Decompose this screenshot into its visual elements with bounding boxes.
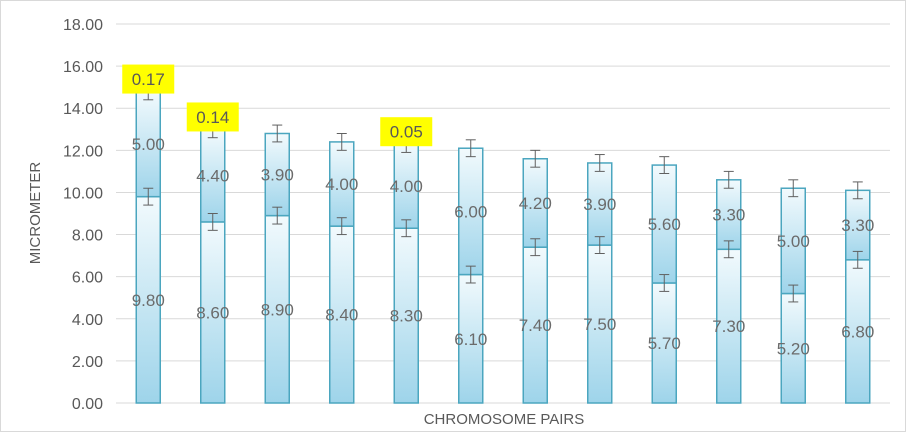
data-label-upper: 5.00 [132, 135, 165, 154]
y-tick-label: 18.00 [63, 17, 103, 34]
data-label-lower: 9.80 [132, 291, 165, 310]
y-tick-label: 16.00 [63, 59, 103, 76]
data-label-lower: 6.10 [454, 330, 487, 349]
data-label-upper: 6.00 [454, 202, 487, 221]
highlight-box [380, 117, 433, 147]
y-tick-label: 12.00 [63, 143, 103, 160]
bar-segment-lower [329, 225, 355, 404]
data-label-upper: 4.40 [196, 167, 229, 186]
highlighted-value-label: 0.05 [390, 123, 423, 142]
highlight-box [186, 102, 239, 132]
data-label-lower: 5.20 [777, 339, 810, 358]
data-label-upper: 3.90 [583, 195, 616, 214]
highlighted-value-label: 0.14 [196, 108, 229, 127]
bar-segment-upper [587, 162, 613, 246]
bar-segment-lower [458, 273, 484, 404]
bar-segment-lower [587, 244, 613, 404]
y-tick-label: 4.00 [72, 312, 103, 329]
bar-segment-lower [522, 246, 548, 404]
bar-segment-upper [200, 128, 226, 223]
data-label-lower: 7.50 [583, 315, 616, 334]
data-label-upper: 4.00 [390, 177, 423, 196]
bar-segment-lower [716, 248, 742, 404]
bar-segment-upper [329, 141, 355, 227]
bar-segment-lower [264, 214, 290, 404]
data-label-lower: 6.80 [841, 322, 874, 341]
bar-segment-upper [393, 143, 419, 229]
data-label-lower: 7.30 [712, 317, 745, 336]
data-label-upper: 4.20 [519, 194, 552, 213]
y-tick-label: 14.00 [63, 101, 103, 118]
y-axis-title: MICROMETER [27, 162, 44, 265]
data-label-lower: 8.60 [196, 303, 229, 322]
bar-segment-lower [651, 282, 677, 404]
y-tick-label: 2.00 [72, 354, 103, 371]
bar-segment-upper [651, 164, 677, 284]
data-label-upper: 3.30 [841, 216, 874, 235]
y-tick-label: 10.00 [63, 185, 103, 202]
highlight-box [122, 64, 175, 94]
data-label-upper: 5.00 [777, 232, 810, 251]
data-label-upper: 3.90 [261, 166, 294, 185]
bar-segment-lower [200, 221, 226, 404]
data-label-lower: 8.40 [325, 306, 358, 325]
y-tick-label: 0.00 [72, 396, 103, 413]
data-label-lower: 7.40 [519, 316, 552, 335]
data-label-lower: 8.30 [390, 307, 423, 326]
bar-segment-lower [780, 292, 806, 404]
data-label-upper: 3.30 [712, 206, 745, 225]
y-tick-label: 6.00 [72, 270, 103, 287]
data-label-upper: 5.60 [648, 215, 681, 234]
bar-segment-lower [845, 259, 871, 404]
data-label-lower: 8.90 [261, 300, 294, 319]
highlighted-value-label: 0.17 [132, 70, 165, 89]
data-label-lower: 5.70 [648, 334, 681, 353]
data-label-upper: 4.00 [325, 175, 358, 194]
y-tick-label: 8.00 [72, 228, 103, 245]
x-axis-title: CHROMOSOME PAIRS [424, 411, 585, 428]
